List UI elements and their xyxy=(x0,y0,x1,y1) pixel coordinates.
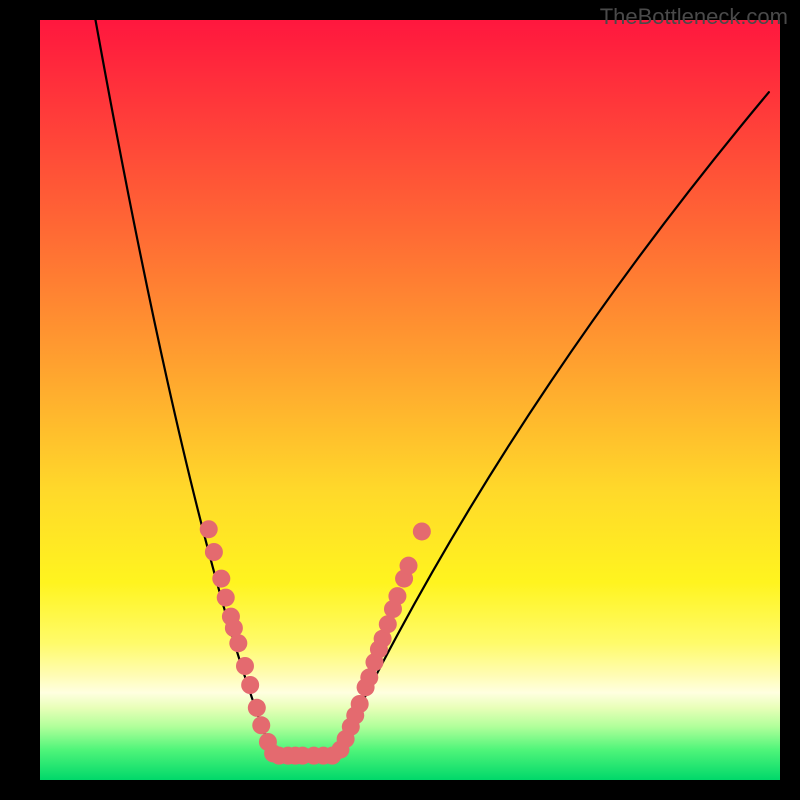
data-marker xyxy=(217,589,235,607)
data-marker xyxy=(413,522,431,540)
curve-svg xyxy=(40,20,780,780)
data-marker xyxy=(294,747,312,765)
data-marker xyxy=(331,741,349,759)
data-marker xyxy=(400,557,418,575)
data-marker xyxy=(305,747,323,765)
data-marker xyxy=(252,716,270,734)
data-marker xyxy=(357,678,375,696)
data-marker xyxy=(225,619,243,637)
v-curve-path xyxy=(96,20,769,756)
data-marker xyxy=(212,570,230,588)
data-marker xyxy=(379,615,397,633)
data-marker xyxy=(259,733,277,751)
data-marker xyxy=(200,520,218,538)
plot-area xyxy=(40,20,780,780)
data-marker xyxy=(351,695,369,713)
data-marker xyxy=(365,653,383,671)
data-marker xyxy=(342,718,360,736)
data-marker xyxy=(314,747,332,765)
data-marker xyxy=(370,640,388,658)
data-marker xyxy=(248,699,266,717)
data-marker xyxy=(337,730,355,748)
data-marker xyxy=(205,543,223,561)
data-marker xyxy=(236,657,254,675)
data-marker xyxy=(222,608,240,626)
data-marker xyxy=(279,747,297,765)
watermark-text: TheBottleneck.com xyxy=(600,4,788,30)
plot-background xyxy=(40,20,780,780)
data-marker xyxy=(241,676,259,694)
marker-group xyxy=(200,520,431,764)
data-marker xyxy=(374,630,392,648)
data-marker xyxy=(323,747,341,765)
data-marker xyxy=(384,600,402,618)
data-marker xyxy=(360,668,378,686)
data-marker xyxy=(286,747,304,765)
data-marker xyxy=(395,570,413,588)
data-marker xyxy=(264,744,282,762)
data-marker xyxy=(229,634,247,652)
data-marker xyxy=(270,747,288,765)
chart-frame: TheBottleneck.com xyxy=(0,0,800,800)
data-marker xyxy=(388,587,406,605)
data-marker xyxy=(346,706,364,724)
